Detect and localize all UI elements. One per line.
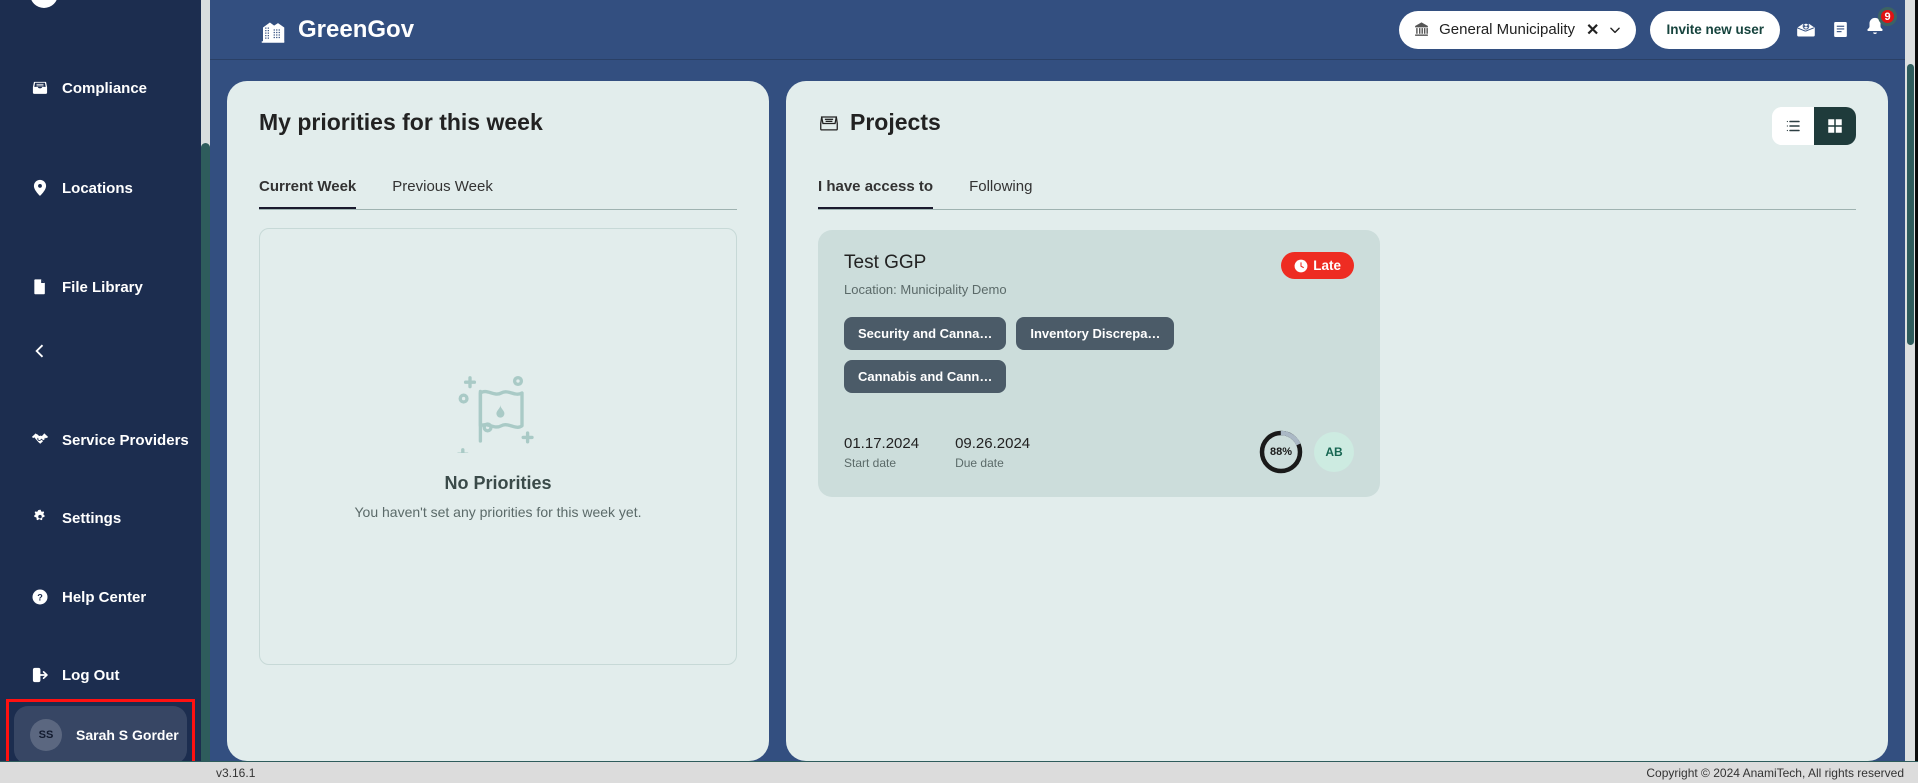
svg-text:?: ? (37, 593, 43, 603)
